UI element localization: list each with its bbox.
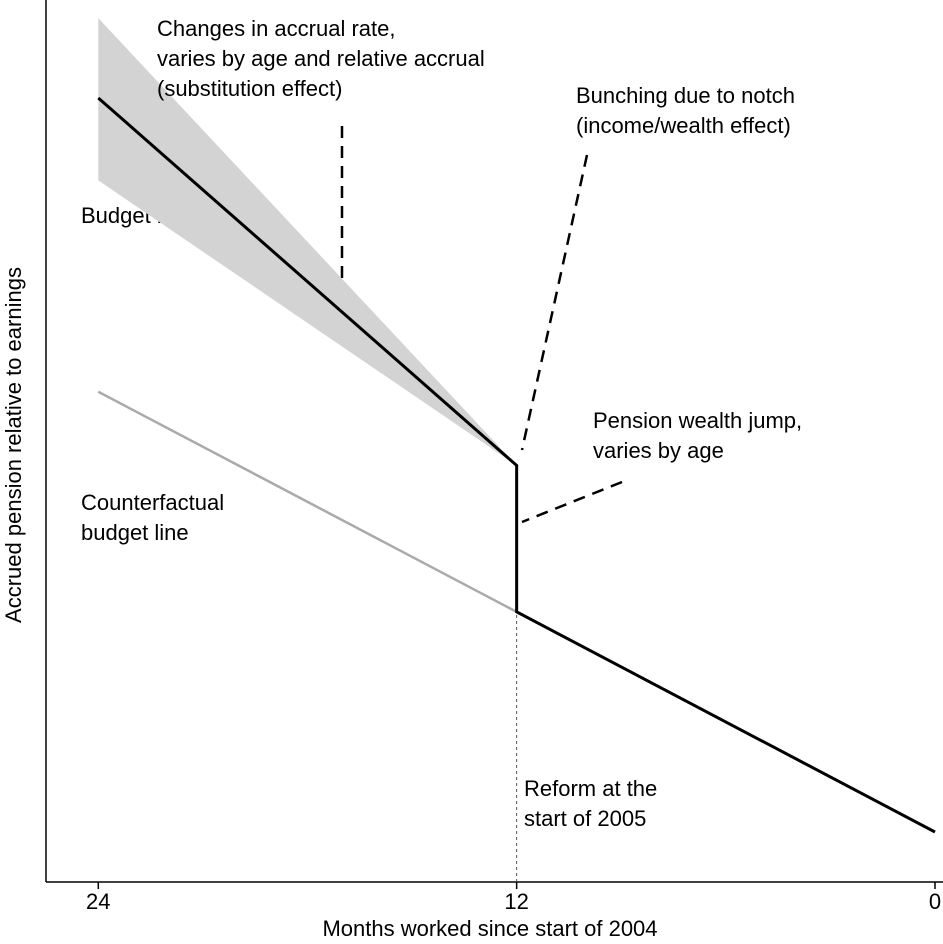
band <box>98 18 517 466</box>
x-tick-label: 12 <box>504 889 528 914</box>
annotation: (income/wealth effect) <box>576 113 791 138</box>
annotation: Changes in accrual rate, <box>157 16 395 41</box>
annotation: start of 2005 <box>524 806 646 831</box>
annotation: varies by age and relative accrual <box>157 46 485 71</box>
annotation: Bunching due to notch <box>576 83 795 108</box>
annotation: varies by age <box>593 438 724 463</box>
annotation: Pension wealth jump, <box>593 408 802 433</box>
series-label: budget line <box>81 520 189 545</box>
pointer <box>520 154 589 451</box>
series-label: Counterfactual <box>81 490 224 515</box>
y-axis-label: Accrued pension relative to earnings <box>1 267 26 623</box>
pointer <box>521 480 623 524</box>
annotation: (substitution effect) <box>157 76 342 101</box>
line <box>97 96 936 834</box>
x-tick-label: 24 <box>86 889 110 914</box>
x-tick-label: 0 <box>929 889 941 914</box>
x-axis-label: Months worked since start of 2004 <box>322 916 657 941</box>
annotation: Reform at the <box>524 776 657 801</box>
line <box>97 390 518 613</box>
